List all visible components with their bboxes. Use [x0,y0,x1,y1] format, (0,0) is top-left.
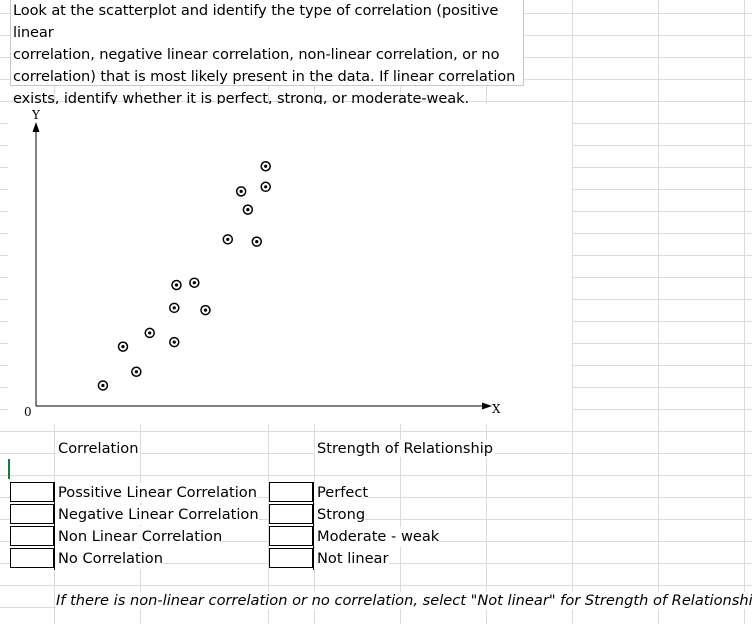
active-cell-marker [8,459,10,479]
correlation-checkbox-none[interactable] [10,548,54,568]
instruction-note: If there is non-linear correlation or no… [56,592,752,609]
strength-option-not-linear: Not linear [314,549,389,569]
data-point [169,336,180,348]
data-point-dot [172,340,176,344]
scatterplot: Y X 0 [8,104,572,424]
x-axis-arrow [482,402,492,410]
data-point-dot [239,189,243,193]
data-point-dot [264,164,268,168]
correlation-option-none: No Correlation [55,549,163,569]
data-point-dot [121,345,125,349]
correlation-option-negative: Negative Linear Correlation [55,505,259,525]
y-axis-arrow [32,122,40,132]
strength-checkbox-moderate-weak[interactable] [269,526,313,546]
strength-option-perfect: Perfect [314,483,369,503]
scatterplot-svg: Y X 0 [24,108,501,419]
data-point-dot [192,281,196,285]
data-point [117,341,129,352]
strength-option-strong: Strong [314,505,366,525]
origin-label: 0 [24,405,32,419]
data-point [169,302,180,314]
correlation-option-nonlinear: Non Linear Correlation [55,527,223,547]
question-text-box: Look at the scatterplot and identify the… [10,0,524,107]
strength-header: Strength of Relationship [315,440,496,457]
data-point-dot [148,331,152,335]
data-point-dot [172,306,176,310]
correlation-label-separator [54,482,55,570]
data-point-dot [255,240,259,244]
data-point [222,234,234,245]
correlation-header: Correlation [56,440,141,457]
data-point [97,380,109,391]
strength-checkbox-strong[interactable] [269,504,313,524]
data-point [200,304,211,316]
data-point-dot [226,237,230,241]
strength-checkbox-perfect[interactable] [269,482,313,502]
data-points [97,161,271,391]
strength-label-separator [313,482,314,570]
data-point [171,279,182,291]
data-point [144,327,155,339]
data-point-dot [246,208,250,212]
data-point-dot [264,185,268,189]
data-point-dot [134,370,138,374]
correlation-option-positive: Possitive Linear Correlation [55,483,257,503]
correlation-checkbox-negative[interactable] [10,504,54,524]
correlation-checkbox-nonlinear[interactable] [10,526,54,546]
correlation-checkbox-positive[interactable] [10,482,54,502]
data-point [131,366,142,377]
data-point [242,204,254,215]
question-line: Look at the scatterplot and identify the… [13,2,499,41]
data-point [260,161,271,172]
data-point [251,236,263,247]
question-line: correlation, negative linear correlation… [13,46,500,63]
strength-option-moderate-weak: Moderate - weak [314,527,440,547]
strength-checkbox-not-linear[interactable] [269,548,313,568]
y-axis-label: Y [31,108,41,122]
data-point-dot [101,383,105,388]
question-line: correlation) that is most likely present… [13,68,516,85]
question-line: exists, identify whether it is perfect, … [13,90,469,107]
data-point-dot [203,308,208,312]
x-axis-label: X [492,402,501,416]
data-point [235,186,247,197]
data-point [189,277,200,288]
data-point [260,181,271,193]
data-point-dot [174,283,179,287]
